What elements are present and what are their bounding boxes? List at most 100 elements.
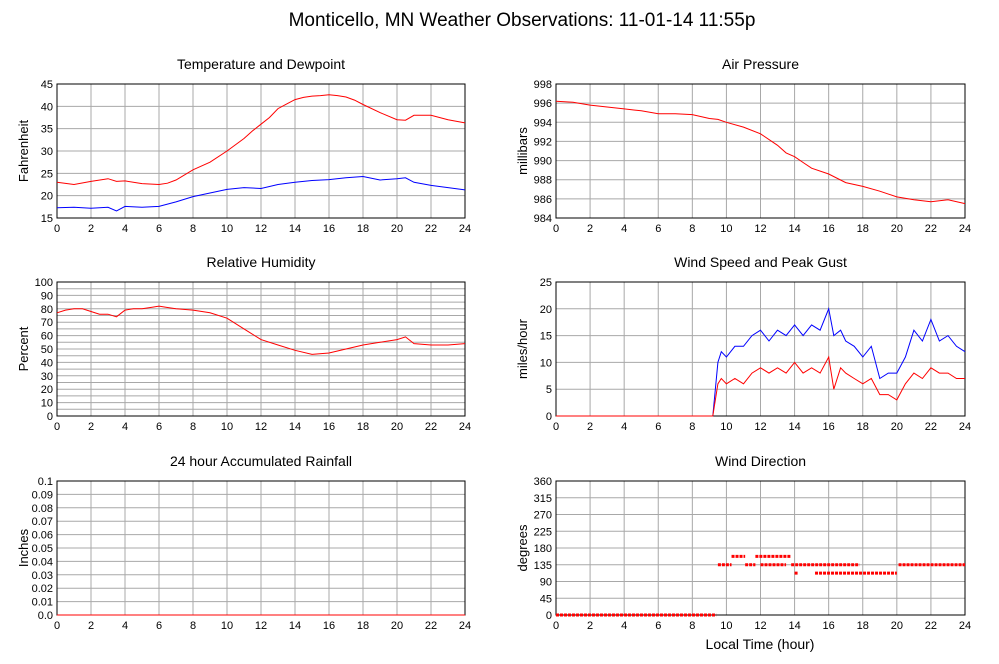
y-tick-label: 25 (41, 168, 53, 180)
x-tick-label: 22 (925, 223, 937, 235)
x-tick-label: 2 (88, 223, 94, 235)
x-tick-label: 0 (54, 421, 60, 433)
y-tick-label: 40 (41, 357, 53, 369)
y-tick-label: 0.09 (32, 489, 53, 501)
x-tick-label: 12 (754, 223, 766, 235)
x-tick-label: 24 (959, 223, 971, 235)
y-tick-label: 20 (41, 191, 53, 203)
x-tick-label: 0 (553, 620, 559, 632)
x-tick-label: 6 (655, 620, 661, 632)
y-tick-label: 984 (534, 213, 552, 225)
y-axis-label: degrees (515, 524, 530, 571)
x-tick-label: 20 (891, 620, 903, 632)
x-tick-label: 14 (289, 223, 301, 235)
y-tick-label: 315 (534, 493, 552, 505)
x-tick-label: 0 (54, 223, 60, 235)
x-tick-label: 10 (720, 223, 732, 235)
x-tick-label: 2 (587, 421, 593, 433)
y-tick-label: 45 (540, 593, 552, 605)
y-tick-label: 70 (41, 317, 53, 329)
x-tick-label: 6 (156, 223, 162, 235)
y-tick-label: 20 (41, 384, 53, 396)
x-tick-label: 12 (255, 421, 267, 433)
x-tick-label: 12 (255, 620, 267, 632)
x-tick-label: 12 (255, 223, 267, 235)
x-tick-label: 16 (823, 421, 835, 433)
x-tick-label: 18 (357, 223, 369, 235)
x-tick-label: 20 (391, 421, 403, 433)
x-tick-label: 2 (88, 421, 94, 433)
y-tick-label: 0.07 (32, 516, 53, 528)
y-tick-label: 992 (534, 136, 552, 148)
x-tick-label: 12 (754, 620, 766, 632)
x-tick-label: 24 (959, 421, 971, 433)
x-tick-label: 4 (122, 421, 128, 433)
x-tick-label: 24 (459, 421, 471, 433)
x-axis-label-local-time: Local Time (hour) (706, 636, 815, 652)
x-tick-label: 8 (190, 223, 196, 235)
x-tick-label: 14 (289, 620, 301, 632)
y-tick-label: 0.04 (32, 556, 53, 568)
chart-title: Wind Speed and Peak Gust (674, 254, 847, 270)
y-tick-label: 0.03 (32, 570, 53, 582)
x-tick-label: 14 (788, 223, 800, 235)
chart-title: Relative Humidity (207, 254, 316, 270)
x-tick-label: 4 (122, 620, 128, 632)
plot-frame (555, 83, 966, 219)
y-tick-label: 15 (540, 331, 552, 343)
y-tick-label: 30 (41, 146, 53, 158)
y-tick-label: 994 (534, 117, 552, 129)
x-tick-label: 18 (357, 620, 369, 632)
y-tick-label: 225 (534, 526, 552, 538)
x-tick-label: 4 (621, 223, 627, 235)
y-tick-label: 0.08 (32, 503, 53, 515)
x-tick-label: 6 (156, 620, 162, 632)
x-tick-label: 0 (54, 620, 60, 632)
x-tick-label: 10 (720, 421, 732, 433)
y-tick-label: 0 (47, 411, 53, 423)
chart-title: Wind Direction (715, 453, 806, 469)
y-tick-label: 0.01 (32, 597, 53, 609)
x-tick-label: 24 (459, 223, 471, 235)
y-tick-label: 10 (41, 398, 53, 410)
x-tick-label: 6 (655, 223, 661, 235)
x-tick-label: 2 (88, 620, 94, 632)
y-tick-label: 988 (534, 175, 552, 187)
x-tick-label: 8 (190, 421, 196, 433)
x-tick-label: 16 (323, 421, 335, 433)
x-tick-label: 18 (857, 421, 869, 433)
x-tick-label: 24 (959, 620, 971, 632)
y-tick-label: 50 (41, 344, 53, 356)
x-tick-label: 8 (689, 223, 695, 235)
y-tick-label: 998 (534, 79, 552, 91)
x-tick-label: 14 (788, 421, 800, 433)
y-tick-label: 100 (35, 277, 53, 289)
x-tick-label: 22 (425, 620, 437, 632)
y-tick-label: 0.02 (32, 583, 53, 595)
chart-title: Air Pressure (722, 56, 799, 72)
x-tick-label: 18 (857, 620, 869, 632)
y-tick-label: 40 (41, 101, 53, 113)
x-tick-label: 6 (156, 421, 162, 433)
series-line-0 (555, 100, 966, 205)
x-tick-label: 24 (459, 620, 471, 632)
x-tick-label: 8 (689, 620, 695, 632)
x-tick-label: 4 (621, 421, 627, 433)
y-axis-label: miles/hour (515, 318, 530, 379)
x-tick-label: 18 (357, 421, 369, 433)
x-tick-label: 10 (221, 620, 233, 632)
plot-frame (56, 281, 466, 417)
series-line-0 (556, 307, 966, 417)
x-tick-label: 16 (823, 223, 835, 235)
y-tick-label: 180 (534, 543, 552, 555)
x-tick-label: 22 (425, 223, 437, 235)
y-tick-label: 986 (534, 194, 552, 206)
y-axis-label: Percent (16, 326, 31, 371)
x-tick-label: 20 (891, 223, 903, 235)
x-tick-label: 8 (190, 620, 196, 632)
